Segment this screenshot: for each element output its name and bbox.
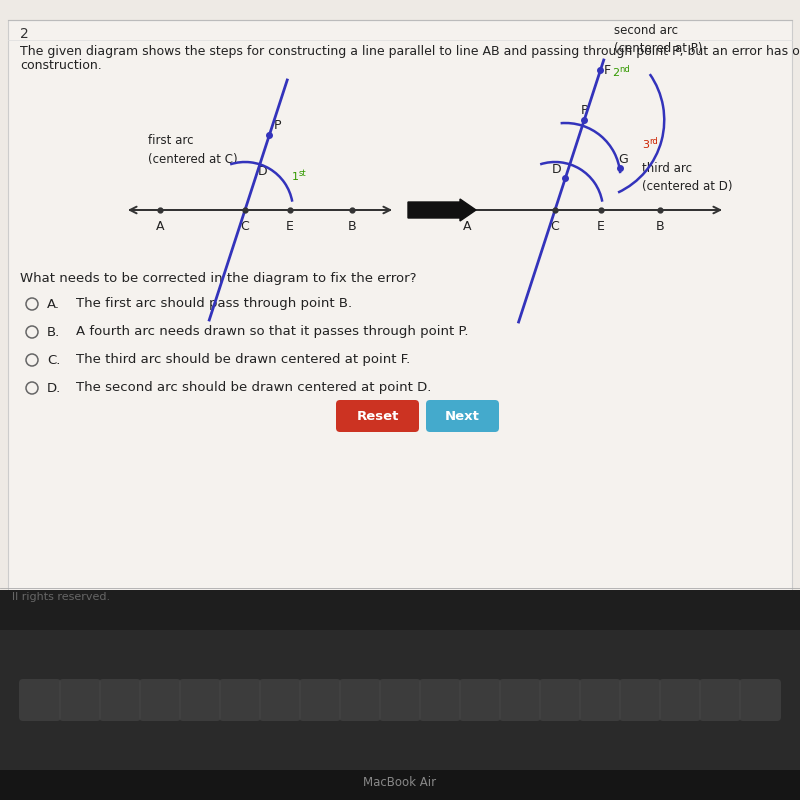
FancyBboxPatch shape	[339, 679, 381, 721]
FancyBboxPatch shape	[579, 679, 621, 721]
Text: The first arc should pass through point B.: The first arc should pass through point …	[76, 298, 352, 310]
FancyBboxPatch shape	[659, 679, 701, 721]
FancyBboxPatch shape	[139, 679, 181, 721]
Text: 3: 3	[642, 140, 650, 150]
Text: MacBook Air: MacBook Air	[363, 775, 437, 789]
Text: A.: A.	[47, 298, 60, 310]
Text: The second arc should be drawn centered at point D.: The second arc should be drawn centered …	[76, 382, 431, 394]
Text: P: P	[274, 119, 281, 132]
Text: E: E	[286, 220, 294, 233]
Text: 2: 2	[20, 27, 29, 41]
Bar	[0, 770, 800, 800]
Text: P: P	[582, 104, 589, 117]
Text: G: G	[618, 153, 628, 166]
Text: What needs to be corrected in the diagram to fix the error?: What needs to be corrected in the diagra…	[20, 272, 417, 285]
FancyBboxPatch shape	[336, 400, 419, 432]
Text: A: A	[462, 220, 471, 233]
Bar	[0, 590, 800, 800]
FancyBboxPatch shape	[619, 679, 661, 721]
Text: nd: nd	[619, 65, 630, 74]
FancyBboxPatch shape	[99, 679, 141, 721]
FancyArrow shape	[408, 199, 476, 221]
FancyBboxPatch shape	[539, 679, 581, 721]
Text: The given diagram shows the steps for constructing a line parallel to line AB an: The given diagram shows the steps for co…	[20, 45, 800, 58]
Text: The third arc should be drawn centered at point F.: The third arc should be drawn centered a…	[76, 354, 410, 366]
Text: ll rights reserved.: ll rights reserved.	[12, 592, 110, 602]
FancyBboxPatch shape	[8, 20, 792, 590]
Text: Next: Next	[445, 410, 480, 422]
FancyBboxPatch shape	[219, 679, 261, 721]
Text: F: F	[603, 63, 610, 77]
FancyBboxPatch shape	[19, 679, 61, 721]
Text: A fourth arc needs drawn so that it passes through point P.: A fourth arc needs drawn so that it pass…	[76, 326, 469, 338]
Text: C: C	[550, 220, 559, 233]
Text: construction.: construction.	[20, 59, 102, 72]
Text: first arc
(centered at C): first arc (centered at C)	[148, 134, 238, 166]
FancyBboxPatch shape	[426, 400, 499, 432]
Text: D.: D.	[47, 382, 62, 394]
Text: st: st	[299, 169, 306, 178]
FancyBboxPatch shape	[739, 679, 781, 721]
Text: rd: rd	[650, 137, 658, 146]
Text: A: A	[156, 220, 164, 233]
Text: second arc
(centered at P): second arc (centered at P)	[614, 24, 703, 55]
FancyBboxPatch shape	[379, 679, 421, 721]
Text: D: D	[551, 163, 561, 176]
FancyBboxPatch shape	[419, 679, 461, 721]
FancyBboxPatch shape	[259, 679, 301, 721]
FancyBboxPatch shape	[459, 679, 501, 721]
Text: D: D	[258, 165, 267, 178]
FancyBboxPatch shape	[699, 679, 741, 721]
Text: C: C	[241, 220, 250, 233]
Text: 1: 1	[292, 172, 299, 182]
Text: B: B	[348, 220, 356, 233]
Text: E: E	[597, 220, 605, 233]
Text: Reset: Reset	[356, 410, 398, 422]
Text: C.: C.	[47, 354, 60, 366]
FancyBboxPatch shape	[179, 679, 221, 721]
Bar	[0, 630, 800, 770]
Text: 2: 2	[613, 68, 620, 78]
FancyBboxPatch shape	[299, 679, 341, 721]
Text: B.: B.	[47, 326, 60, 338]
FancyBboxPatch shape	[499, 679, 541, 721]
Text: B: B	[656, 220, 664, 233]
Text: third arc
(centered at D): third arc (centered at D)	[642, 162, 733, 193]
FancyBboxPatch shape	[59, 679, 101, 721]
